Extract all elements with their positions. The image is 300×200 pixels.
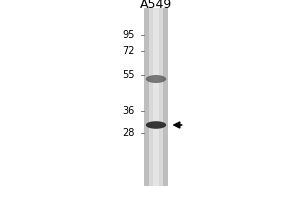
Bar [149,8,163,186]
Ellipse shape [146,121,166,129]
Text: 55: 55 [122,70,135,80]
Bar [144,8,168,186]
Text: 28: 28 [123,128,135,138]
Text: 36: 36 [123,106,135,116]
Text: 72: 72 [122,46,135,56]
Text: 95: 95 [123,30,135,40]
Bar [153,8,159,186]
Text: A549: A549 [140,0,172,11]
Ellipse shape [146,75,166,83]
